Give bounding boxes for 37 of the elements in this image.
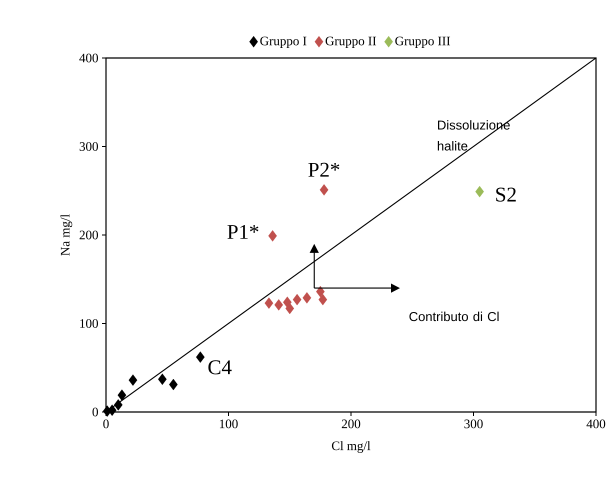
- y-tick-label: 100: [80, 319, 98, 328]
- legend-label: Gruppo II: [326, 36, 376, 48]
- point: [114, 399, 123, 411]
- point: [475, 186, 484, 198]
- x-tick-label: 0: [103, 420, 109, 428]
- point: [196, 351, 205, 363]
- x-tick-label: 400: [586, 420, 606, 428]
- x-axis-title: Cl mg/l: [332, 441, 370, 453]
- point: [318, 294, 328, 306]
- point: [128, 374, 138, 386]
- x-tick-label: 200: [342, 420, 360, 428]
- point: [285, 302, 294, 314]
- point: [268, 230, 277, 242]
- y-tick-label: 400: [79, 54, 98, 62]
- point: [169, 378, 178, 390]
- point: [302, 292, 312, 304]
- point: [320, 184, 328, 196]
- annotation: Contributo di Cl: [409, 312, 499, 322]
- annotation: S2: [496, 188, 516, 202]
- y-axis-title: Na mg/l: [60, 214, 72, 256]
- annotation: P2*: [308, 162, 340, 177]
- y-tick-label: 200: [80, 230, 98, 240]
- x-tick-label: 300: [464, 420, 483, 428]
- point: [292, 294, 302, 306]
- point: [118, 389, 126, 401]
- point: [274, 299, 284, 311]
- annotation: P1*: [227, 224, 258, 239]
- x-tick-label: 100: [220, 420, 238, 428]
- legend-label: Gruppo I: [260, 36, 306, 48]
- annotation: C4: [208, 360, 232, 374]
- point: [316, 286, 325, 298]
- point: [264, 297, 274, 309]
- y-tick-label: 0: [92, 408, 98, 416]
- point: [108, 404, 116, 416]
- y-tick-label: 300: [80, 142, 98, 151]
- point: [158, 374, 167, 385]
- legend-label: Gruppo III: [395, 36, 450, 48]
